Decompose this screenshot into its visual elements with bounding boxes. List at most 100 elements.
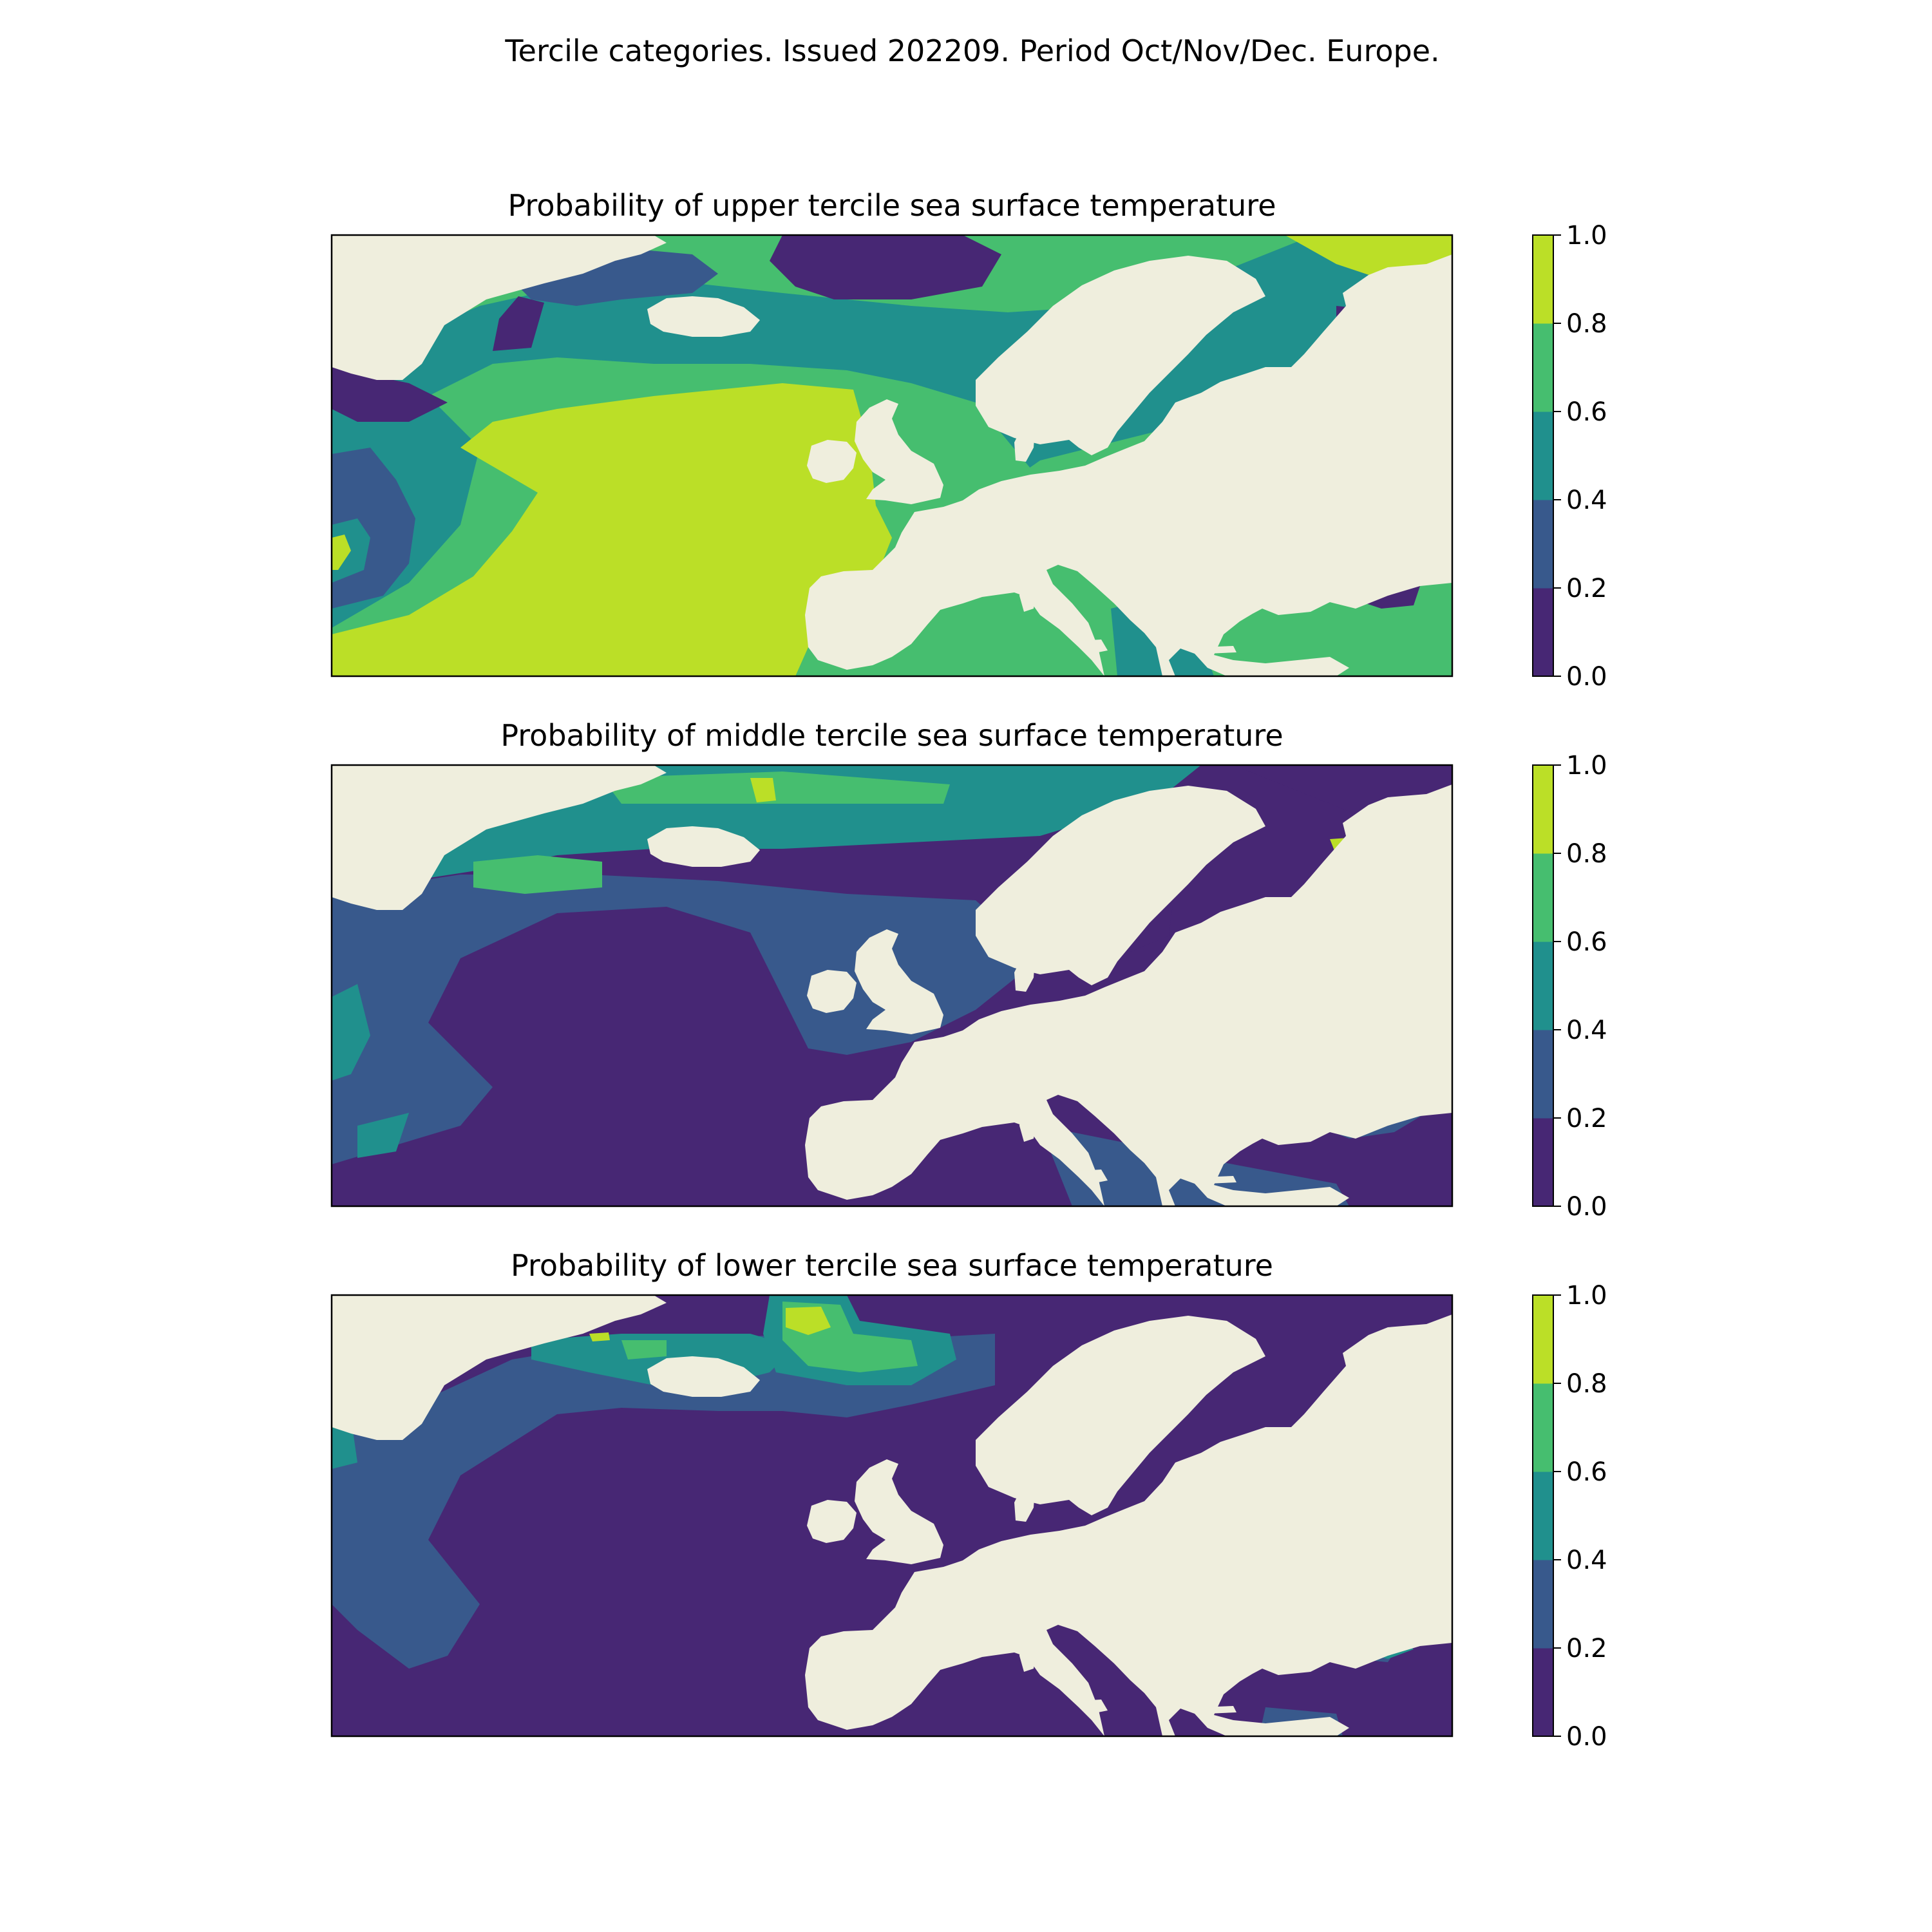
colorbar-tick-label: 0.4 — [1566, 1016, 1607, 1045]
map-area — [332, 235, 1452, 676]
landmass — [1201, 1706, 1236, 1714]
colorbar: 0.0 0.2 0.4 0.6 0.8 1.0 — [1532, 221, 1607, 692]
colorbar-tick-label: 1.0 — [1566, 1281, 1607, 1311]
landmass — [807, 1500, 857, 1543]
map-frame — [330, 764, 1454, 1208]
landmass — [976, 1316, 1265, 1515]
landmass — [1079, 639, 1108, 654]
colorbar-band — [1533, 1118, 1553, 1207]
colorbar-tick-label: 0.4 — [1566, 486, 1607, 515]
probability-region — [332, 383, 892, 676]
probability-region — [493, 296, 544, 351]
colorbar-tick-label: 0.2 — [1566, 574, 1607, 603]
colorbar-tick-label: 0.8 — [1566, 1369, 1607, 1399]
landmass — [1019, 571, 1037, 612]
colorbar-band — [1533, 765, 1553, 854]
colorbar-band — [1533, 942, 1553, 1030]
colorbar-band — [1533, 1383, 1553, 1472]
landmass — [1019, 1101, 1037, 1142]
figure-title: Tercile categories. Issued 202209. Perio… — [504, 33, 1439, 68]
colorbar-tick-label: 0.0 — [1566, 662, 1607, 692]
probability-region — [332, 367, 448, 422]
landmass — [855, 1459, 943, 1564]
probability-region — [770, 235, 1001, 299]
landmass — [332, 235, 667, 380]
landmass — [805, 254, 1452, 676]
landmass — [1201, 1176, 1236, 1184]
colorbar: 0.0 0.2 0.4 0.6 0.8 1.0 — [1532, 751, 1607, 1222]
probability-region — [602, 772, 950, 804]
landmass — [805, 1314, 1452, 1736]
landmass — [976, 256, 1265, 455]
map-frame — [330, 234, 1454, 677]
landmass — [805, 784, 1452, 1206]
probability-region — [357, 1113, 409, 1158]
probability-region — [589, 1332, 610, 1341]
landmass — [1014, 427, 1035, 462]
colorbar-frame — [1532, 1294, 1554, 1737]
landmass — [807, 440, 857, 483]
colorbar-band — [1533, 1295, 1553, 1384]
land-mask — [332, 1295, 1452, 1736]
landmass — [332, 1295, 667, 1440]
panel-title: Probability of middle tercile sea surfac… — [500, 718, 1283, 753]
colorbar-band — [1533, 588, 1553, 677]
probability-region — [332, 535, 351, 570]
landmass — [1079, 1170, 1108, 1184]
colorbar-band — [1533, 235, 1553, 324]
colorbar-tick-label: 0.0 — [1566, 1722, 1607, 1752]
map-area — [332, 765, 1452, 1206]
map-panel-2: Probability of middle tercile sea surfac… — [330, 718, 1607, 1222]
colorbar-tick-label: 1.0 — [1566, 751, 1607, 781]
colorbar-band — [1533, 1472, 1553, 1560]
colorbar-tick-label: 0.2 — [1566, 1104, 1607, 1133]
probability-region — [332, 1334, 995, 1669]
colorbar-tick-label: 0.0 — [1566, 1192, 1607, 1222]
colorbar-band — [1533, 1030, 1553, 1119]
probability-region — [621, 1340, 667, 1359]
map-panel-3: Probability of lower tercile sea surface… — [330, 1248, 1607, 1752]
probability-region — [750, 778, 776, 802]
landmass — [855, 929, 943, 1034]
colorbar-tick-label: 0.2 — [1566, 1634, 1607, 1663]
colorbar-band — [1533, 1560, 1553, 1649]
colorbar-band — [1533, 323, 1553, 412]
landmass — [647, 296, 760, 337]
colorbar-tick-label: 1.0 — [1566, 221, 1607, 251]
map-panel-1: Probability of upper tercile sea surface… — [330, 188, 1607, 692]
map-area — [332, 1295, 1452, 1736]
landmass — [1014, 957, 1035, 992]
colorbar-tick-label: 0.6 — [1566, 927, 1607, 957]
colorbar: 0.0 0.2 0.4 0.6 0.8 1.0 — [1532, 1281, 1607, 1752]
colorbar-tick-label: 0.6 — [1566, 1457, 1607, 1487]
landmass — [807, 970, 857, 1013]
landmass — [1019, 1631, 1037, 1672]
landmass — [647, 1356, 760, 1397]
panel-title: Probability of upper tercile sea surface… — [508, 188, 1276, 223]
colorbar-band — [1533, 500, 1553, 589]
map-frame — [330, 1294, 1454, 1738]
map-panels: Probability of upper tercile sea surface… — [330, 188, 1607, 1752]
colorbar-tick-label: 0.8 — [1566, 309, 1607, 339]
colorbar-tick-label: 0.6 — [1566, 397, 1607, 427]
colorbar-frame — [1532, 764, 1554, 1207]
colorbar-frame — [1532, 234, 1554, 677]
landmass — [647, 826, 760, 867]
landmass — [1079, 1700, 1108, 1714]
landmass — [1014, 1487, 1035, 1522]
landmass — [332, 765, 667, 910]
colorbar-band — [1533, 853, 1553, 942]
land-mask — [332, 765, 1452, 1206]
land-mask — [332, 235, 1452, 676]
colorbar-tick-label: 0.8 — [1566, 839, 1607, 869]
probability-region — [473, 855, 602, 894]
colorbar-tick-label: 0.4 — [1566, 1546, 1607, 1575]
panel-title: Probability of lower tercile sea surface… — [511, 1248, 1273, 1283]
landmass — [1201, 646, 1236, 654]
probability-region — [332, 984, 370, 1081]
landmass — [976, 786, 1265, 985]
probability-region — [786, 1307, 831, 1335]
colorbar-band — [1533, 1648, 1553, 1737]
colorbar-band — [1533, 412, 1553, 500]
